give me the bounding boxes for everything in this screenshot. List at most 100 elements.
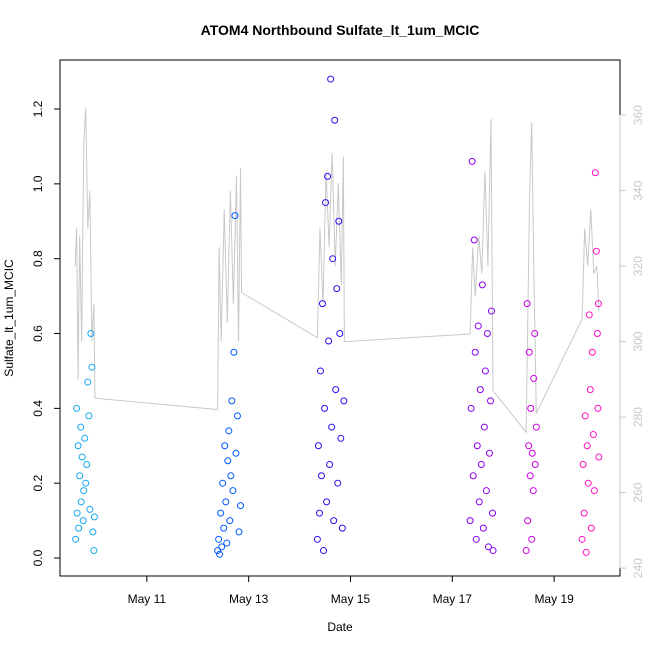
x-tick-label: May 11 bbox=[128, 592, 167, 606]
data-point bbox=[332, 386, 340, 394]
data-point bbox=[330, 517, 338, 525]
data-point bbox=[476, 386, 484, 394]
chart-title: ATOM4 Northbound Sulfate_lt_1um_MCIC bbox=[201, 22, 480, 38]
data-point bbox=[593, 330, 601, 338]
data-point bbox=[482, 487, 490, 495]
x-tick-label: May 17 bbox=[433, 592, 473, 606]
data-point bbox=[224, 457, 232, 465]
data-point bbox=[334, 479, 342, 487]
data-point bbox=[327, 75, 335, 83]
data-point bbox=[466, 517, 474, 525]
data-point bbox=[313, 535, 321, 543]
data-point bbox=[587, 524, 595, 532]
data-point bbox=[582, 548, 590, 556]
data-point bbox=[527, 404, 535, 412]
data-point bbox=[580, 509, 588, 517]
data-point bbox=[322, 199, 330, 207]
data-point bbox=[585, 311, 593, 319]
data-point bbox=[90, 513, 98, 521]
y-tick-label: 1.0 bbox=[31, 175, 45, 192]
data-point bbox=[235, 528, 243, 536]
data-point bbox=[525, 442, 533, 450]
y-tick-label: 0.8 bbox=[31, 250, 45, 267]
data-point bbox=[237, 502, 245, 510]
data-point bbox=[473, 442, 481, 450]
data-point bbox=[340, 397, 348, 405]
data-point bbox=[225, 427, 233, 435]
y-tick-label: 0.4 bbox=[31, 400, 45, 417]
data-point bbox=[594, 404, 602, 412]
data-point bbox=[479, 524, 487, 532]
data-point bbox=[215, 535, 223, 543]
data-point bbox=[336, 330, 344, 338]
data-point bbox=[231, 212, 239, 220]
y-tick-label: 0.6 bbox=[31, 325, 45, 342]
data-point bbox=[338, 524, 346, 532]
data-point bbox=[320, 547, 328, 555]
data-point bbox=[590, 487, 598, 495]
data-point bbox=[221, 442, 229, 450]
data-point bbox=[471, 348, 479, 356]
y-tick-label: 0.0 bbox=[31, 549, 45, 566]
data-point bbox=[79, 517, 87, 525]
data-point bbox=[472, 535, 480, 543]
data-point bbox=[76, 472, 84, 480]
y2-tick-label: 300 bbox=[631, 331, 645, 351]
data-point bbox=[468, 157, 476, 165]
data-point bbox=[328, 423, 336, 431]
data-point bbox=[218, 543, 226, 551]
data-point bbox=[232, 449, 240, 457]
data-point bbox=[220, 524, 228, 532]
x-tick-label: May 13 bbox=[229, 592, 269, 606]
data-line bbox=[74, 107, 600, 434]
data-point bbox=[467, 404, 475, 412]
data-point bbox=[321, 404, 329, 412]
data-point bbox=[230, 348, 238, 356]
data-point bbox=[475, 498, 483, 506]
data-point bbox=[314, 442, 322, 450]
data-point bbox=[481, 367, 489, 375]
data-point bbox=[529, 487, 537, 495]
y2-tick-label: 280 bbox=[631, 407, 645, 427]
data-point bbox=[522, 547, 530, 555]
data-point bbox=[74, 442, 82, 450]
data-point bbox=[214, 547, 222, 555]
y-tick-label: 0.2 bbox=[31, 475, 45, 492]
data-point bbox=[489, 547, 497, 555]
data-point bbox=[78, 453, 86, 461]
x-axis-label: Date bbox=[327, 620, 353, 634]
data-point bbox=[84, 378, 92, 386]
x-tick-label: May 19 bbox=[534, 592, 574, 606]
data-point bbox=[89, 528, 97, 536]
y2-tick-label: 360 bbox=[631, 105, 645, 125]
data-point bbox=[594, 300, 602, 308]
data-point bbox=[583, 442, 591, 450]
data-point bbox=[329, 255, 337, 263]
data-point bbox=[228, 397, 236, 405]
data-point bbox=[223, 539, 231, 547]
data-point bbox=[73, 404, 81, 412]
data-point bbox=[586, 386, 594, 394]
data-point bbox=[578, 535, 586, 543]
data-point bbox=[75, 524, 83, 532]
y2-tick-label: 240 bbox=[631, 558, 645, 578]
data-point bbox=[530, 374, 538, 382]
data-point bbox=[528, 535, 536, 543]
data-point bbox=[523, 300, 531, 308]
data-point bbox=[219, 479, 227, 487]
data-point bbox=[323, 498, 331, 506]
data-point bbox=[80, 487, 88, 495]
data-point bbox=[90, 547, 98, 555]
data-point bbox=[584, 479, 592, 487]
data-point bbox=[526, 472, 534, 480]
data-point bbox=[474, 322, 482, 330]
data-point bbox=[229, 487, 237, 495]
data-point bbox=[82, 479, 90, 487]
data-point bbox=[324, 172, 332, 180]
data-point bbox=[217, 509, 225, 517]
data-point bbox=[489, 509, 497, 517]
data-point bbox=[477, 460, 485, 468]
data-point bbox=[226, 517, 234, 525]
